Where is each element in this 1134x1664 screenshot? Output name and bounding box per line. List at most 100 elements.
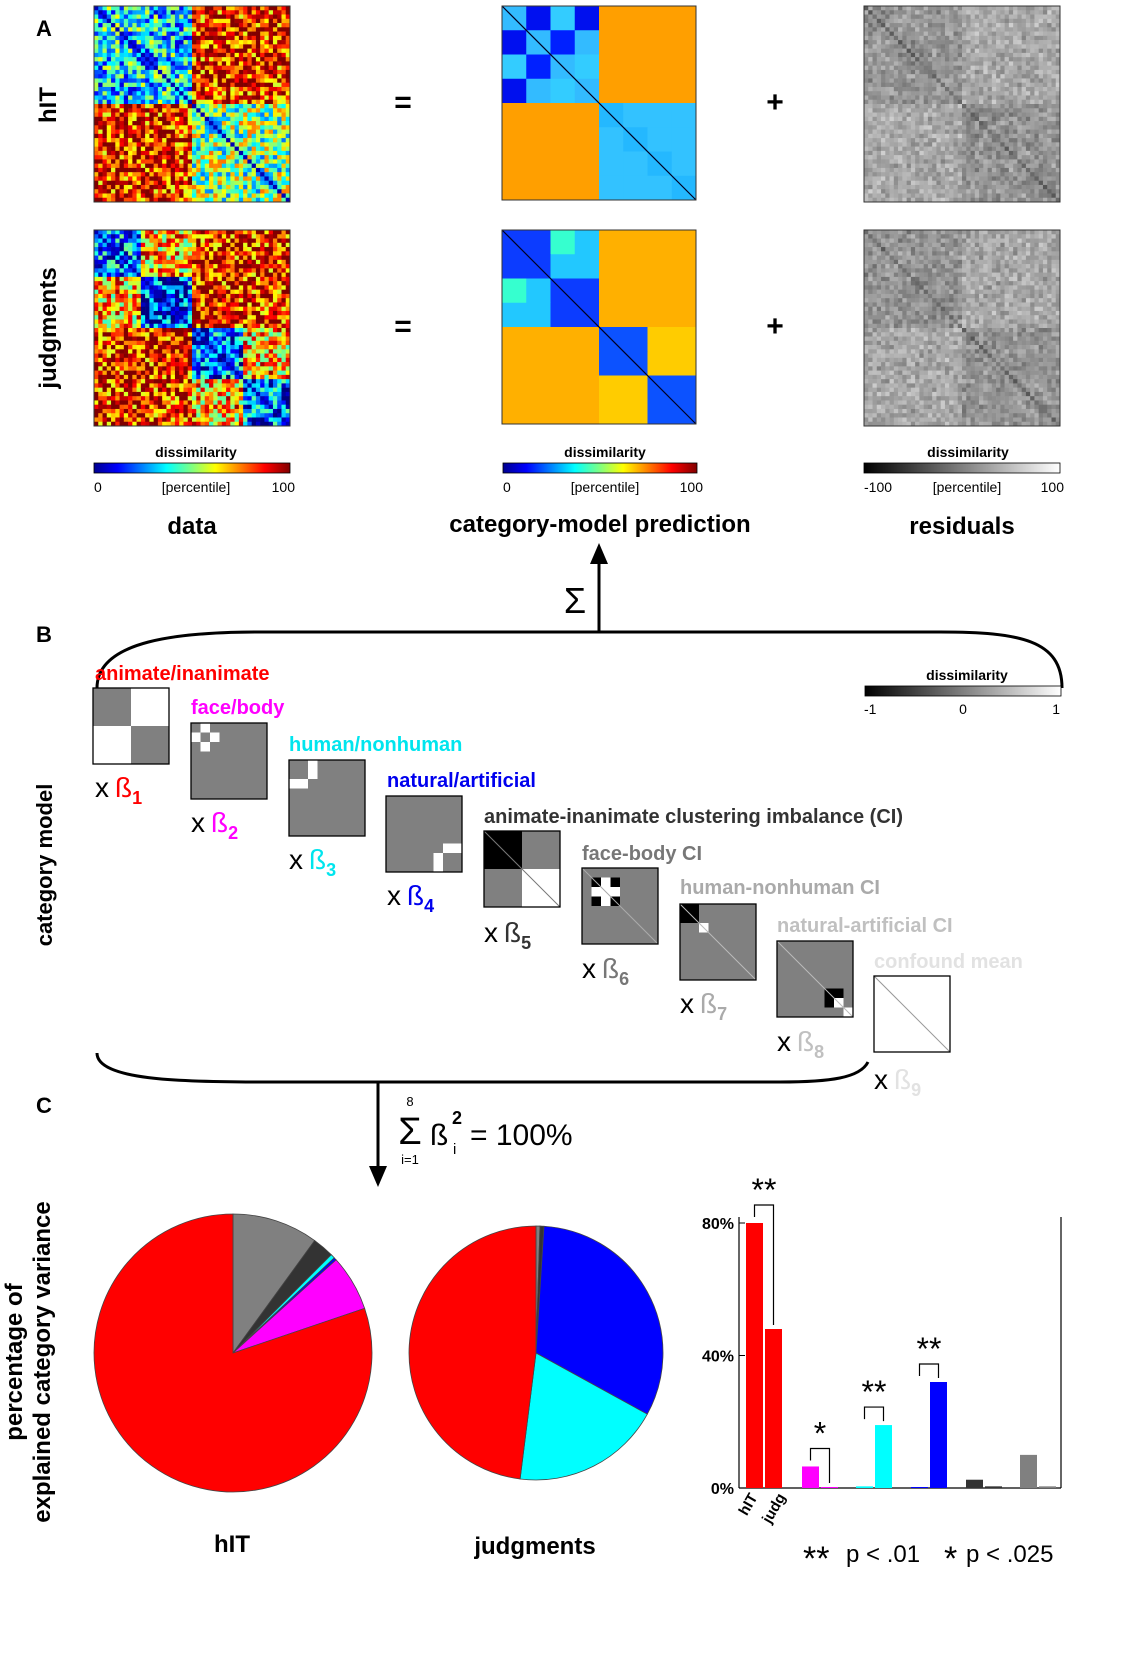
matrix-cell	[281, 35, 287, 41]
matrix-cell	[174, 112, 180, 118]
matrix-cell	[213, 293, 218, 299]
matrix-cell	[123, 276, 129, 282]
matrix-cell	[204, 238, 210, 244]
matrix-cell	[221, 150, 227, 156]
matrix-cell	[264, 396, 269, 401]
matrix-cell	[140, 357, 146, 363]
matrix-cell	[115, 133, 120, 139]
matrix-cell	[226, 14, 231, 20]
matrix-cell	[145, 69, 150, 75]
prediction-cell	[574, 151, 600, 177]
matrix-cell	[277, 328, 282, 333]
matrix-cell	[234, 332, 240, 337]
matrix-cell	[111, 242, 116, 248]
matrix-cell	[1004, 18, 1010, 24]
matrix-cell	[115, 104, 120, 109]
matrix-cell	[272, 323, 278, 329]
matrix-cell	[868, 27, 873, 32]
matrix-cell	[145, 10, 150, 15]
matrix-cell	[115, 99, 120, 105]
matrix-cell	[102, 69, 108, 75]
matrix-cell	[153, 234, 159, 239]
matrix-cell	[230, 319, 235, 325]
matrix-cell	[196, 133, 201, 139]
matrix-cell	[157, 323, 163, 329]
matrix-cell	[119, 417, 125, 423]
matrix-cell	[893, 27, 899, 32]
matrix-cell	[102, 272, 108, 278]
matrix-cell	[272, 247, 278, 252]
matrix-cell	[145, 349, 150, 354]
matrix-cell	[213, 357, 218, 363]
matrix-cell	[247, 193, 252, 199]
matrix-cell	[260, 293, 265, 299]
matrix-cell	[119, 379, 125, 384]
matrix-cell	[247, 150, 252, 156]
matrix-cell	[940, 27, 946, 32]
matrix-cell	[247, 234, 252, 239]
matrix-cell	[272, 400, 278, 405]
matrix-cell	[106, 159, 112, 164]
matrix-cell	[876, 184, 882, 190]
matrix-cell	[281, 374, 287, 380]
matrix-cell	[166, 276, 171, 282]
matrix-cell	[1042, 27, 1048, 32]
prediction-cell	[671, 327, 697, 352]
matrix-cell	[153, 35, 159, 41]
matrix-cell	[187, 112, 193, 118]
matrix-cell	[902, 10, 907, 15]
matrix-cell	[102, 121, 108, 126]
matrix-cell	[238, 142, 244, 147]
matrix-cell	[881, 18, 886, 24]
matrix-cell	[153, 374, 159, 380]
matrix-cell	[251, 362, 257, 367]
matrix-cell	[145, 108, 150, 113]
matrix-cell	[234, 285, 240, 290]
matrix-cell	[234, 264, 240, 269]
matrix-cell	[277, 413, 282, 418]
matrix-cell	[217, 379, 223, 384]
matrix-cell	[1008, 14, 1014, 20]
matrix-cell	[243, 370, 248, 376]
matrix-cell	[864, 69, 869, 75]
matrix-cell	[213, 383, 218, 388]
matrix-cell	[247, 35, 252, 41]
matrix-cell	[123, 108, 129, 113]
matrix-cell	[94, 133, 99, 139]
matrix-cell	[166, 44, 171, 49]
matrix-cell	[898, 31, 903, 37]
matrix-cell	[864, 133, 869, 139]
matrix-cell	[966, 31, 971, 37]
matrix-cell	[98, 61, 103, 66]
matrix-cell	[209, 413, 214, 418]
matrix-cell	[145, 362, 150, 367]
matrix-cell	[136, 65, 142, 71]
matrix-cell	[123, 125, 129, 130]
matrix-cell	[272, 99, 278, 105]
matrix-cell	[272, 285, 278, 290]
matrix-cell	[234, 95, 240, 101]
matrix-cell	[285, 65, 291, 71]
matrix-cell	[238, 349, 244, 354]
matrix-cell	[889, 91, 895, 96]
matrix-frame	[501, 229, 697, 425]
matrix-cell	[234, 146, 240, 152]
matrix-cell	[876, 78, 882, 83]
matrix-cell	[285, 18, 291, 24]
matrix-cell	[196, 167, 201, 173]
matrix-cell	[281, 167, 287, 173]
matrix-cell	[243, 319, 248, 325]
matrix-cell	[170, 112, 176, 118]
matrix-cell	[991, 18, 997, 24]
matrix-cell	[102, 150, 108, 156]
matrix-cell	[192, 172, 197, 177]
matrix-cell	[260, 328, 265, 333]
matrix-cell	[136, 259, 142, 265]
matrix-cell	[243, 116, 248, 122]
matrix-cell	[111, 272, 116, 278]
matrix-cell	[247, 82, 252, 88]
matrix-cell	[272, 180, 278, 186]
matrix-cell	[923, 6, 929, 11]
matrix-cell	[174, 362, 180, 367]
matrix-cell	[157, 247, 163, 252]
